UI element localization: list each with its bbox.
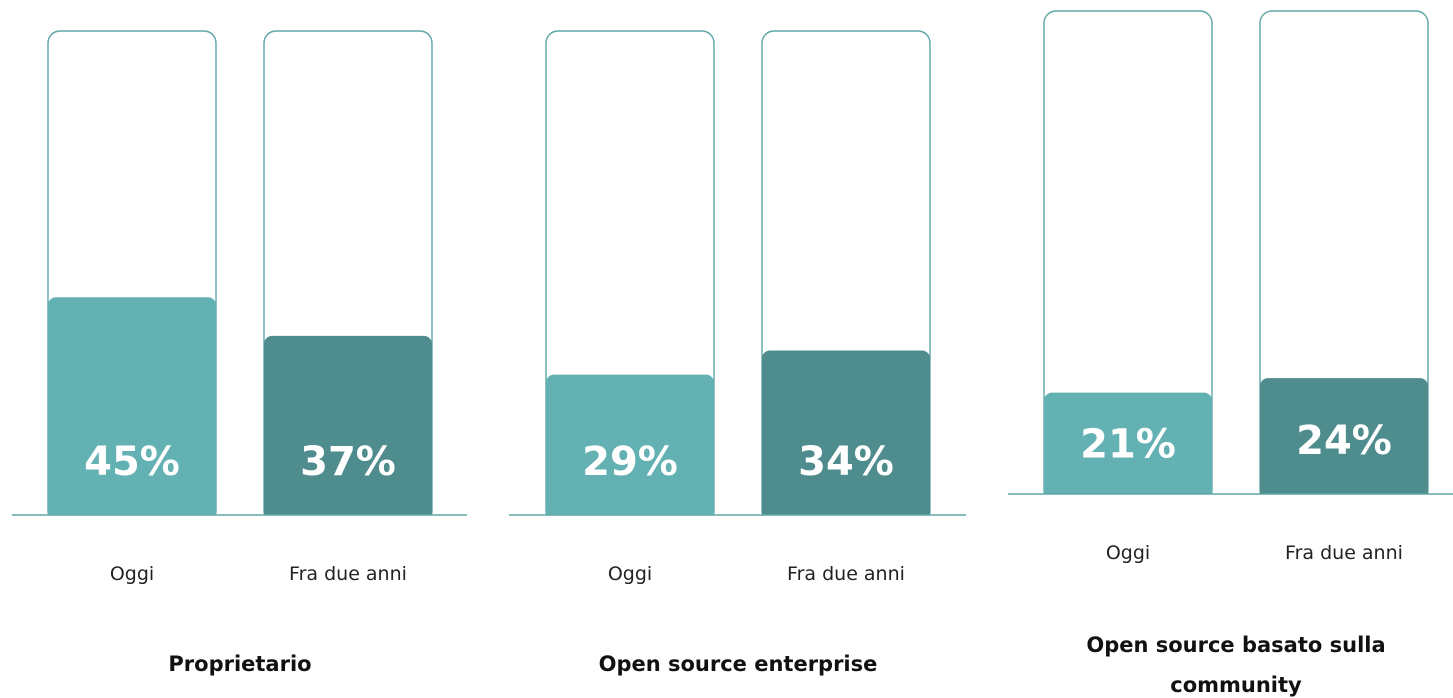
- group-title: Open source enterprise: [599, 652, 878, 676]
- baseline-mask: [1008, 494, 1453, 515]
- value-label: 34%: [798, 439, 894, 485]
- value-label: 45%: [84, 439, 180, 485]
- bar-fra-due-anni: [264, 335, 432, 523]
- group-title: Open source basato sulla community: [1086, 633, 1385, 697]
- bar-oggi: [546, 374, 714, 523]
- category-label: Fra due anni: [787, 563, 905, 585]
- baseline-mask: [12, 515, 467, 536]
- bar-fra-due-anni: [762, 350, 930, 523]
- value-label: 21%: [1080, 421, 1176, 467]
- category-label: Fra due anni: [1285, 542, 1403, 564]
- baseline-mask: [509, 515, 966, 536]
- bar-fra-due-anni: [1260, 378, 1428, 502]
- chart-panel-1: 45% Oggi 37% Fra due anni Proprietario: [12, 30, 467, 676]
- category-label: Fra due anni: [289, 563, 407, 585]
- value-label: 37%: [300, 439, 396, 485]
- chart-panel-3: 21% Oggi 24% Fra due anni Open source basato…: [1008, 10, 1453, 697]
- category-label: Oggi: [110, 563, 154, 585]
- bar-oggi: [48, 297, 216, 523]
- value-label: 29%: [582, 439, 678, 485]
- chart-panel-2: 29% Oggi 34% Fra due anni Open source enterp…: [509, 30, 966, 676]
- category-label: Oggi: [608, 563, 652, 585]
- group-title-line: community: [1170, 673, 1302, 697]
- value-label: 24%: [1296, 418, 1392, 464]
- group-title: Proprietario: [168, 652, 311, 676]
- group-title-line: Open source basato sulla: [1086, 633, 1385, 657]
- category-label: Oggi: [1106, 542, 1150, 564]
- bar-oggi: [1044, 392, 1212, 502]
